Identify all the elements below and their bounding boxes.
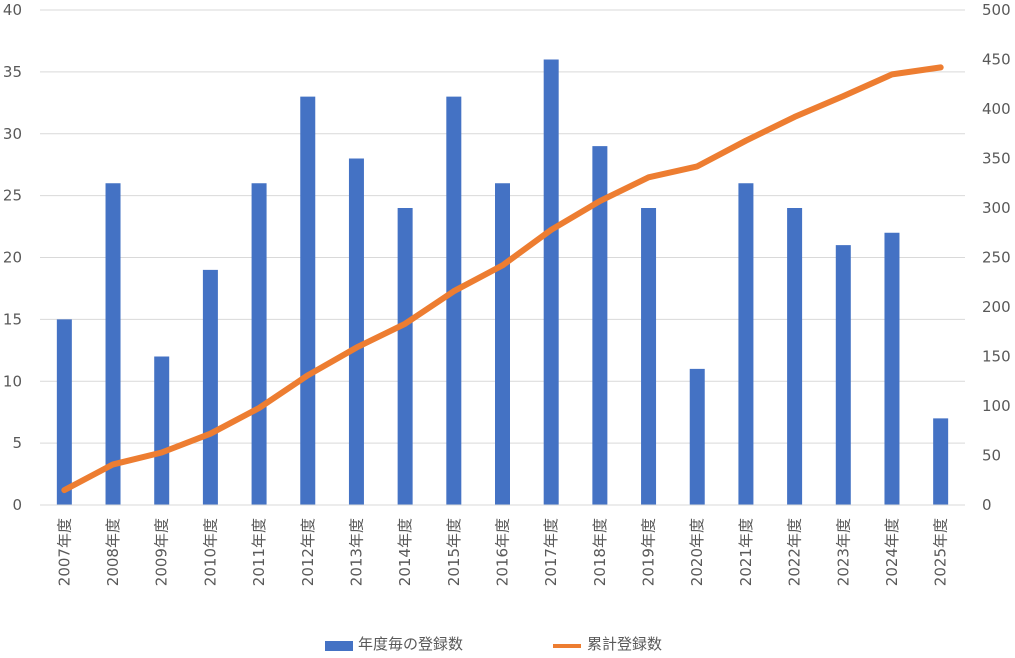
bar [884,232,900,505]
left-axis: 0 5 10 15 20 25 30 35 40 [3,1,22,514]
left-tick-label: 15 [3,310,22,328]
right-tick-label: 350 [982,150,1011,168]
x-tick-label: 2009年度 [153,518,171,586]
right-tick-label: 400 [982,100,1011,118]
bar [495,183,510,505]
bar [835,245,851,505]
left-tick-label: 30 [3,125,22,143]
left-tick-label: 0 [12,496,22,514]
left-tick-label: 5 [12,434,22,452]
legend: 年度毎の登録数 累計登録数 [325,635,662,653]
right-tick-label: 150 [982,348,1011,366]
right-tick-label: 0 [982,496,992,514]
left-tick-label: 20 [3,249,22,267]
bar [154,356,170,505]
x-tick-label: 2021年度 [737,518,755,586]
x-tick-label: 2025年度 [932,518,950,586]
bar-series [56,59,949,505]
left-tick-label: 10 [3,372,22,390]
legend-swatch-bar [325,641,353,651]
bar [251,183,267,505]
right-tick-label: 500 [982,1,1011,19]
x-tick-label: 2011年度 [250,518,268,586]
right-tick-label: 250 [982,249,1011,267]
right-tick-label: 300 [982,199,1011,217]
x-tick-label: 2023年度 [834,518,852,586]
line-series [61,64,944,494]
x-tick-label: 2014年度 [396,518,414,586]
bar [592,146,608,505]
bar [738,183,754,505]
legend-label-bar: 年度毎の登録数 [358,635,463,653]
x-tick-label: 2015年度 [445,518,463,586]
legend-label-line: 累計登録数 [587,635,662,653]
bar [397,208,413,505]
x-tick-label: 2007年度 [55,518,73,586]
cumulative-line [61,64,944,494]
bar [543,59,559,505]
x-tick-label: 2020年度 [688,518,706,586]
right-tick-label: 50 [982,447,1001,465]
right-tick-label: 100 [982,397,1011,415]
x-axis: 2007年度 2008年度 2009年度 2010年度 2011年度 2012年度 2013… [40,504,965,586]
bar [641,208,657,505]
x-tick-label: 2022年度 [786,518,804,586]
right-axis: 0 50 100 150 200 250 300 350 400 450 500 [982,1,1011,514]
bar [348,158,364,505]
bar [787,208,803,505]
x-tick-label: 2019年度 [640,518,658,586]
x-tick-label: 2013年度 [347,518,365,586]
bar [933,418,949,505]
x-tick-label: 2012年度 [299,518,317,586]
x-tick-label: 2010年度 [201,518,219,586]
bar [56,319,72,505]
x-tick-label: 2024年度 [883,518,901,586]
x-tick-label: 2008年度 [104,518,122,586]
bar [446,96,462,505]
bar [202,269,218,505]
left-tick-label: 35 [3,63,22,81]
x-tick-label: 2016年度 [494,518,512,586]
bar [105,183,121,505]
bar [689,368,705,505]
right-tick-label: 200 [982,298,1011,316]
right-tick-label: 450 [982,51,1011,69]
bar [300,96,316,505]
left-tick-label: 40 [3,1,22,19]
left-tick-label: 25 [3,187,22,205]
x-tick-label: 2018年度 [591,518,609,586]
x-tick-label: 2017年度 [542,518,560,586]
